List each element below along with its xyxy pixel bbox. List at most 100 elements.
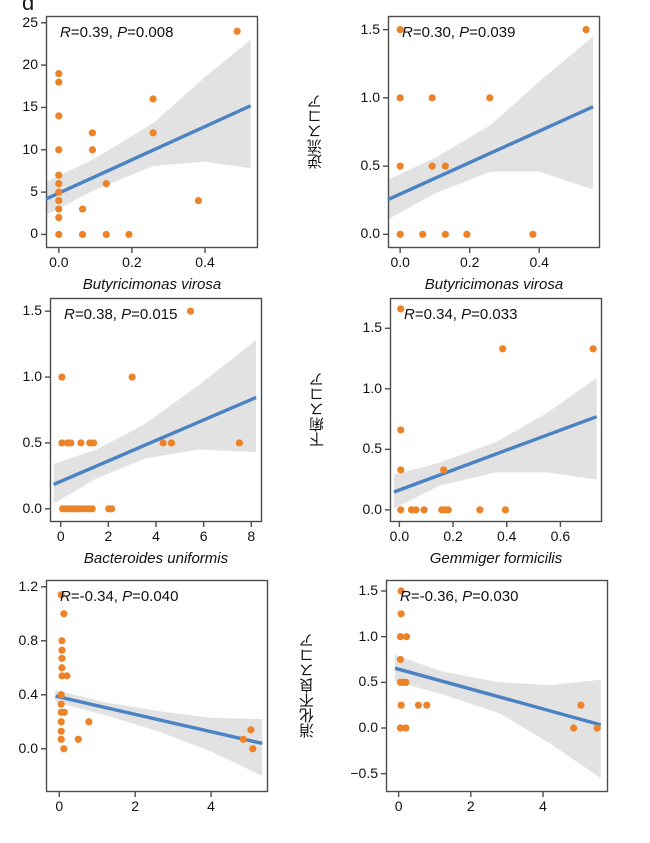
panel-tag-d: d <box>22 0 35 15</box>
y-tick-label: 0.0 <box>18 739 38 756</box>
y-tick-label: 0 <box>30 225 38 242</box>
tick-marks <box>45 310 252 527</box>
data-point <box>412 506 420 514</box>
data-point <box>499 345 507 353</box>
data-point <box>89 439 98 447</box>
correlation-annotation: R=0.34, P=0.033 <box>404 306 518 323</box>
data-point <box>396 724 405 732</box>
data-point <box>58 439 66 447</box>
confidence-band <box>395 654 601 779</box>
data-point <box>58 672 66 680</box>
y-tick-label: 1.5 <box>362 319 382 336</box>
data-point <box>57 727 65 735</box>
data-point <box>402 633 411 641</box>
data-point <box>57 700 65 708</box>
regression-line <box>387 105 594 202</box>
x-tick-label: 2 <box>104 528 113 544</box>
scatter-panel: 0 2 4 6 8 0.0 0.5 1.0 1.5 R=0.38, P=0.015 <box>23 297 263 544</box>
x-tick-label: 0 <box>394 798 403 814</box>
x-tick-label: 2 <box>466 798 475 814</box>
confidence-band <box>46 39 251 215</box>
data-point <box>149 129 157 137</box>
data-point <box>57 691 65 699</box>
y-tick-label: −0.5 <box>350 764 378 781</box>
regression-line <box>393 415 598 494</box>
confidence-band <box>388 36 594 220</box>
y-tick-label: 1.0 <box>362 379 382 396</box>
data-point <box>77 439 85 447</box>
x-tick-label: 6 <box>199 528 208 544</box>
data-point <box>55 112 63 120</box>
data-point <box>78 205 87 213</box>
data-point <box>423 701 431 709</box>
x-tick-label: 0.4 <box>195 254 215 270</box>
scatter-panel: 0 2 4 0.0 0.4 0.8 1.2 R=-0.34, P=0.040 <box>19 578 269 814</box>
data-point <box>60 610 68 618</box>
data-point <box>85 718 93 726</box>
x-tick-label: 2 <box>131 798 140 814</box>
confidence-band <box>53 340 257 504</box>
data-point <box>102 230 110 239</box>
data-point <box>428 162 436 170</box>
data-point <box>593 724 601 732</box>
confidence-band <box>394 377 597 509</box>
y-tick-label: 1.0 <box>358 627 378 644</box>
data-point <box>235 439 243 447</box>
data-point <box>57 735 65 743</box>
x-tick-label: 0.4 <box>496 528 517 544</box>
x-tick-label: 0.2 <box>122 254 142 270</box>
correlation-annotation: R=0.38, P=0.015 <box>64 306 178 323</box>
axes-frame <box>45 579 269 793</box>
data-point <box>582 26 590 34</box>
data-point <box>239 735 247 743</box>
data-point <box>444 506 452 514</box>
data-point <box>402 678 410 686</box>
correlation-annotation: R=-0.34, P=0.040 <box>60 588 179 605</box>
data-point <box>88 129 97 137</box>
y-tick-label: 0.8 <box>18 631 38 648</box>
data-point <box>55 205 63 213</box>
y-tick-label: 0.0 <box>22 499 42 516</box>
data-point <box>396 655 405 664</box>
data-points <box>397 305 597 514</box>
x-tick-label: 8 <box>247 528 256 544</box>
data-points <box>396 26 590 238</box>
data-point <box>396 26 404 34</box>
regression-line <box>45 104 252 201</box>
x-axis-title: Butyricimonas virosa <box>424 276 564 293</box>
data-point <box>396 162 404 170</box>
x-tick-label: 4 <box>152 528 160 544</box>
y-tick-label: 1.5 <box>22 302 42 319</box>
y-tick-label: 0.0 <box>360 225 380 242</box>
x-axis-title: Butyricimonas virosa <box>82 276 222 293</box>
data-point <box>88 146 97 154</box>
data-point <box>125 230 133 239</box>
data-point <box>55 69 63 78</box>
data-point <box>463 230 471 238</box>
y-tick-label: 20 <box>22 56 38 73</box>
data-point <box>149 95 157 103</box>
regression-line <box>52 395 257 487</box>
data-point <box>247 726 255 734</box>
data-point <box>402 724 410 732</box>
data-point <box>414 701 423 709</box>
data-point <box>58 637 66 645</box>
y-axis-title: 消化不良スコア <box>299 633 316 739</box>
x-axis-title: Gemmiger formicilis <box>429 550 563 567</box>
data-point <box>396 230 404 238</box>
tick-marks <box>385 327 562 527</box>
tick-marks <box>41 22 206 253</box>
data-point <box>397 610 405 618</box>
y-tick-label: 0.5 <box>360 157 380 174</box>
data-point <box>102 180 110 188</box>
data-point <box>60 745 68 753</box>
x-tick-label: 0 <box>55 798 64 814</box>
data-point <box>55 171 63 179</box>
data-point <box>486 94 494 102</box>
data-point <box>55 78 63 86</box>
plot-area <box>41 15 259 253</box>
x-tick-label: 0.0 <box>49 254 69 270</box>
scatter-panel: 0.0 0.2 0.4 0.0 0.5 1.0 1.5 R=0.30, P=0.039 <box>361 15 601 270</box>
plot-area <box>385 297 603 527</box>
data-point <box>249 745 257 753</box>
